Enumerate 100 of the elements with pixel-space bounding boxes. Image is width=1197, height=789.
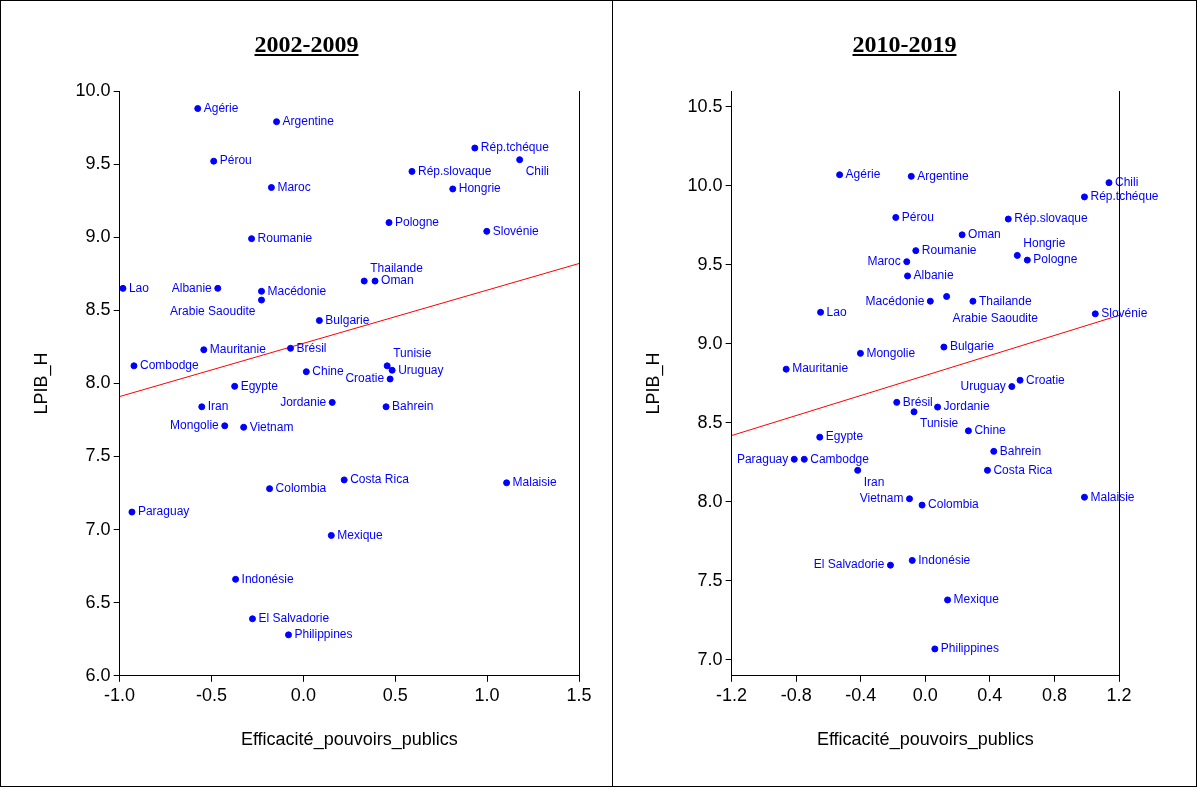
point [408,167,416,175]
x-tick-label: 1.5 [566,684,592,705]
point [912,247,920,255]
data-label: Brésil [296,340,327,355]
x-tick-label: 0.4 [977,684,1003,705]
data-label: Philippines [940,641,999,656]
point [1023,256,1031,264]
y-tick-label: 9.5 [697,253,723,274]
point [940,343,948,351]
point [232,575,240,583]
point [943,292,951,300]
data-label: Brésil [902,394,933,409]
point [287,344,295,352]
data-label: Bulgarie [949,339,995,354]
point [198,403,206,411]
data-label: Paraguay [137,504,190,519]
x-tick-label: 0.5 [382,684,408,705]
data-label: Argentine [917,168,969,183]
y-tick-label: 10.5 [687,95,723,116]
y-tick-label: 10.0 [687,174,723,195]
point [931,645,939,653]
point [903,258,911,266]
point [516,156,524,164]
y-tick-label: 8.0 [85,372,111,393]
data-label: Mongolie [170,418,220,433]
data-label: Iran [863,474,885,489]
x-tick-label: -0.5 [195,684,228,705]
x-tick-label: -1.0 [104,684,136,705]
point [904,272,912,280]
point [1016,376,1024,384]
data-label: Arabie Saoudite [170,304,256,319]
x-tick-label: 0.8 [1041,684,1067,705]
data-label: Macédonie [865,293,925,308]
point [958,231,966,239]
data-label: Costa Rica [993,462,1053,477]
point [328,398,336,406]
data-label: Colombia [275,480,327,495]
point [926,297,934,305]
y-tick-label: 8.5 [85,299,111,320]
data-label: Pologne [1033,252,1078,267]
data-label: Oman [381,273,414,288]
data-label: Oman [968,227,1001,242]
data-label: Jordanie [280,394,327,409]
point [231,382,239,390]
data-label: Paraguay [736,451,789,466]
point [1013,251,1021,259]
point [302,368,310,376]
data-label: Albanie [913,268,954,283]
point [267,183,275,191]
data-label: Hongrie [1023,235,1066,250]
data-label: Lao [128,280,150,295]
data-label: Mauritanie [209,342,267,357]
data-label: Croatie [345,371,385,386]
data-label: Chine [974,423,1007,438]
data-label: Thailande [978,293,1032,308]
point [893,398,901,406]
data-label: Maroc [277,179,311,194]
data-label: Rép.slovaque [1014,211,1088,226]
x-tick-label: -0.4 [845,684,877,705]
point [266,485,274,493]
x-tick-label: -1.2 [716,684,748,705]
point [248,615,256,623]
data-label: Vietnam [859,491,904,506]
point [906,495,913,503]
point [990,447,998,455]
data-label: Arabie Saoudite [952,310,1039,325]
point [200,346,208,354]
y-tick-label: 10.0 [75,79,111,100]
point [1008,383,1016,391]
chart-title: 2010-2019 [851,31,958,58]
point [386,375,394,383]
data-label: Malaisie [512,475,557,490]
data-label: Tunisie [393,346,432,361]
point [483,227,491,235]
point [449,185,457,193]
point [388,366,396,374]
point [327,531,335,539]
y-axis-title: LPIB_H [642,352,664,415]
point [471,144,479,152]
data-label: Agérie [203,100,239,115]
data-label: Indonésie [241,571,294,586]
point [383,362,391,370]
y-tick-label: 8.5 [697,411,723,432]
y-tick-label: 7.5 [85,445,111,466]
point [910,408,918,416]
x-axis-title: Efficacité_pouvoirs_publics [240,729,458,751]
data-label: Mexique [953,592,1000,607]
data-label: Pérou [901,209,934,224]
point [934,403,942,411]
data-label: Philippines [294,627,353,642]
point [790,455,798,463]
point [782,365,790,373]
point [908,556,916,564]
point [969,297,977,305]
point [128,508,136,516]
point [856,349,864,357]
x-tick-label: 0.0 [912,684,938,705]
data-label: Croatie [1026,372,1066,387]
point [907,172,915,180]
y-tick-label: 9.0 [85,226,111,247]
